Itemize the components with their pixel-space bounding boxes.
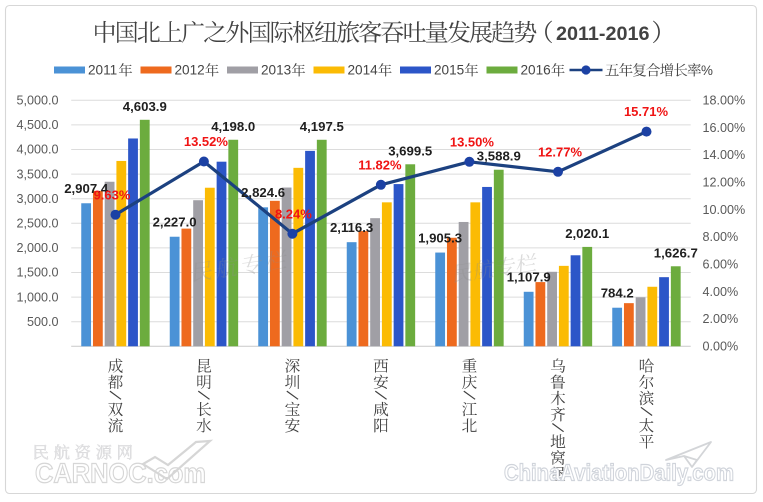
svg-text:16.00%: 16.00% [703, 121, 746, 135]
svg-text:%: % [701, 63, 713, 78]
svg-text:15.71%: 15.71% [624, 104, 669, 119]
svg-text:2013: 2013 [261, 63, 291, 78]
svg-text:1,107.9: 1,107.9 [507, 270, 551, 285]
svg-text:500.0: 500.0 [27, 315, 59, 329]
svg-text:4,000.0: 4,000.0 [16, 143, 58, 157]
svg-text:5,000.0: 5,000.0 [16, 94, 58, 108]
svg-text:2012: 2012 [175, 63, 205, 78]
svg-text:2,907.4: 2,907.4 [64, 181, 109, 196]
svg-text:1,000.0: 1,000.0 [16, 290, 58, 304]
svg-text:4,197.5: 4,197.5 [300, 119, 344, 134]
svg-text:2,500.0: 2,500.0 [16, 217, 58, 231]
svg-text:3,699.5: 3,699.5 [388, 143, 432, 158]
svg-text:2,116.3: 2,116.3 [330, 220, 373, 235]
svg-text:8.00%: 8.00% [703, 230, 739, 244]
svg-text:2011-2016: 2011-2016 [556, 23, 650, 45]
svg-text:12.77%: 12.77% [538, 144, 583, 159]
svg-text:3,588.9: 3,588.9 [477, 149, 521, 164]
svg-text:6.00%: 6.00% [703, 258, 739, 272]
svg-text:2,824.6: 2,824.6 [241, 185, 285, 200]
svg-text:13.52%: 13.52% [184, 134, 229, 149]
svg-text:12.00%: 12.00% [703, 176, 746, 190]
svg-text:1,626.7: 1,626.7 [654, 245, 698, 260]
svg-text:2014: 2014 [348, 63, 379, 78]
svg-text:10.00%: 10.00% [703, 203, 746, 217]
svg-text:14.00%: 14.00% [703, 148, 746, 162]
svg-text:ChinaAviationDaily.com: ChinaAviationDaily.com [504, 460, 734, 486]
svg-text:1,500.0: 1,500.0 [16, 266, 58, 280]
svg-text:3,500.0: 3,500.0 [16, 167, 58, 181]
svg-text:2,020.1: 2,020.1 [565, 226, 609, 241]
svg-text:9.63%: 9.63% [94, 187, 131, 202]
svg-text:2015: 2015 [434, 63, 464, 78]
svg-text:2016: 2016 [521, 63, 551, 78]
svg-text:13.50%: 13.50% [450, 134, 495, 149]
svg-text:4.00%: 4.00% [703, 285, 739, 299]
svg-text:CARNOC.com: CARNOC.com [35, 458, 206, 489]
svg-text:2011: 2011 [88, 63, 117, 78]
svg-text:2,227.0: 2,227.0 [153, 214, 197, 229]
svg-text:0.00%: 0.00% [703, 340, 739, 354]
svg-text:1,905.3: 1,905.3 [418, 230, 462, 245]
svg-text:3,000.0: 3,000.0 [16, 192, 58, 206]
svg-text:2.00%: 2.00% [703, 312, 739, 326]
svg-text:4,603.9: 4,603.9 [123, 99, 167, 114]
svg-text:18.00%: 18.00% [703, 94, 746, 108]
svg-text:784.2: 784.2 [601, 285, 634, 300]
svg-text:11.82%: 11.82% [358, 157, 402, 172]
svg-text:8.24%: 8.24% [275, 206, 312, 221]
svg-text:4,500.0: 4,500.0 [16, 118, 58, 132]
svg-text:2,000.0: 2,000.0 [16, 241, 58, 255]
svg-text:4,198.0: 4,198.0 [211, 119, 255, 134]
